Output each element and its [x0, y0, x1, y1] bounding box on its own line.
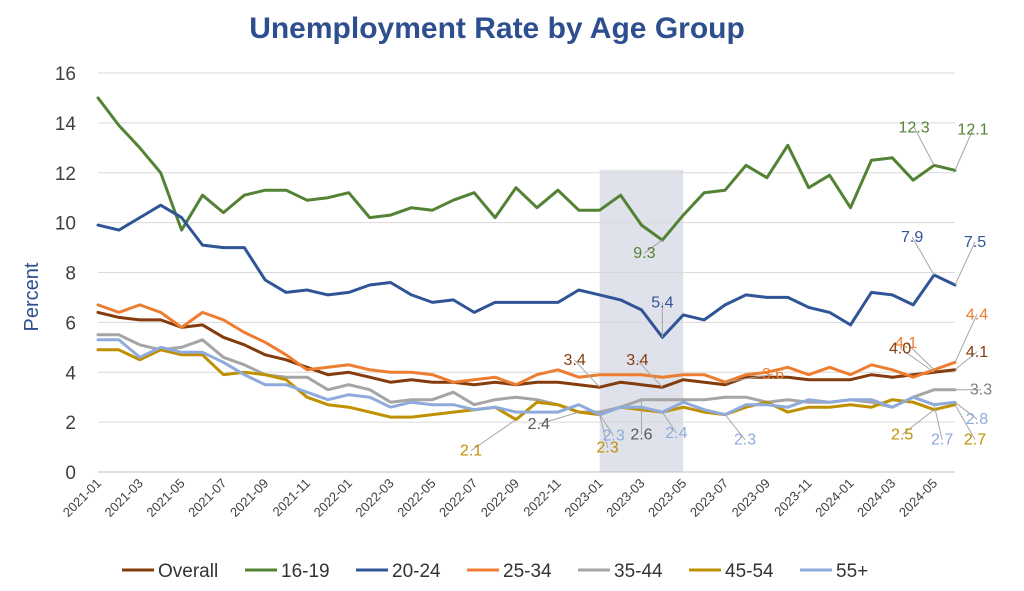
series-line-35-44 — [96, 333, 957, 414]
series-line-55- — [96, 338, 957, 417]
y-tick-label: 4 — [65, 363, 76, 384]
data-label: 7.9 — [901, 229, 923, 246]
y-tick-label: 10 — [55, 214, 76, 235]
data-label: 5.4 — [651, 294, 673, 311]
leader-line — [954, 129, 974, 171]
x-tick-label: 2023-11 — [771, 476, 815, 520]
leader-line — [933, 404, 943, 440]
x-tick-label: 2023-01 — [561, 476, 605, 520]
leader-line — [954, 314, 978, 363]
leader-line — [905, 342, 935, 371]
data-label: 2.4 — [528, 416, 550, 433]
x-tick-label: 2022-03 — [352, 476, 396, 520]
data-label: 12.3 — [899, 119, 930, 136]
y-tick-label: 0 — [65, 463, 76, 484]
leader-line — [538, 411, 579, 425]
y-tick-label: 2 — [65, 413, 76, 434]
leader-line — [599, 414, 615, 436]
x-tick-label: 2022-11 — [520, 476, 564, 520]
data-label: 3.3 — [970, 382, 992, 399]
x-tick-label: 2021-05 — [143, 476, 187, 520]
x-tick-label: 2022-09 — [478, 476, 522, 520]
leader-line — [954, 241, 976, 286]
data-label: 2.7 — [931, 432, 953, 449]
x-tick-label: 2024-01 — [812, 476, 856, 520]
chart-title: Unemployment Rate by Age Group — [249, 12, 745, 45]
y-tick-labels: 0 2 4 6 8 10 12 14 16 — [55, 64, 77, 484]
legend-label: 20-24 — [392, 561, 441, 582]
leader-line — [644, 239, 663, 254]
data-label: 2.3 — [603, 428, 625, 445]
x-tick-label: 2022-01 — [311, 476, 355, 520]
leader-line — [954, 401, 978, 420]
leader-line — [661, 411, 677, 434]
series-line-20-24 — [96, 203, 957, 339]
legend: Overall 16-19 20-24 25-34 35-44 45-54 55+ — [122, 561, 868, 582]
x-tick-label: 2023-07 — [687, 476, 731, 520]
leader-line — [911, 236, 935, 276]
legend-label: 25-34 — [503, 561, 552, 582]
data-label: 4.0 — [889, 340, 911, 357]
x-tick-label: 2024-03 — [854, 476, 898, 520]
y-tick-label: 12 — [55, 164, 76, 185]
leader-line — [636, 359, 663, 388]
legend-label: 45-54 — [725, 561, 774, 582]
data-label: 2.7 — [964, 432, 986, 449]
x-tick-label: 2021-09 — [227, 476, 271, 520]
leader-line — [599, 414, 609, 448]
y-tick-label: 6 — [65, 313, 76, 334]
x-tick-label: 2023-03 — [603, 476, 647, 520]
data-label: 3.4 — [564, 352, 586, 369]
x-tick-labels: 2021-012021-032021-052021-072021-092021-… — [60, 476, 940, 520]
data-labels: 12.3 12.19.37.9 7.55.44.44.13.64.0 4.13.4 3.… — [460, 119, 992, 459]
legend-label: 35-44 — [614, 561, 663, 582]
x-tick-label: 2022-07 — [436, 476, 480, 520]
leader-line — [899, 347, 935, 373]
x-tick-label: 2021-07 — [185, 476, 229, 520]
leader-line — [954, 351, 978, 371]
series-line-25-34 — [96, 303, 957, 387]
x-tick-label: 2023-05 — [645, 476, 689, 520]
leader-line — [954, 404, 976, 440]
legend-label: 16-19 — [281, 561, 330, 582]
series-line-overall — [96, 310, 957, 389]
y-tick-label: 8 — [65, 264, 76, 285]
data-label: 4.1 — [895, 335, 917, 352]
leader-line — [574, 359, 601, 388]
data-label: 2.6 — [630, 427, 652, 444]
data-label: 12.1 — [957, 121, 988, 138]
data-label: 4.1 — [966, 344, 988, 361]
x-tick-label: 2023-09 — [729, 476, 773, 520]
legend-label: Overall — [158, 561, 218, 582]
y-axis-label: Percent — [21, 262, 43, 331]
data-label: 3.4 — [626, 352, 648, 369]
data-label: 2.1 — [460, 443, 482, 460]
data-label: 4.4 — [966, 306, 988, 323]
data-label: 2.3 — [734, 432, 756, 449]
leader-line — [724, 414, 746, 440]
x-tick-label: 2021-03 — [102, 476, 146, 520]
leader-line — [901, 409, 935, 436]
leader-line — [724, 373, 774, 383]
y-tick-label: 14 — [55, 114, 77, 135]
data-label: 9.3 — [633, 245, 655, 262]
data-label: 2.4 — [665, 425, 687, 442]
y-tick-label: 16 — [55, 64, 76, 85]
data-label: 2.5 — [891, 427, 913, 444]
x-tick-label: 2022-05 — [394, 476, 438, 520]
data-label: 3.6 — [762, 366, 784, 383]
x-tick-label: 2021-11 — [269, 476, 313, 520]
data-label: 7.5 — [964, 234, 986, 251]
leader-line — [913, 127, 935, 166]
leader-line — [470, 419, 517, 452]
series-lines — [96, 96, 957, 422]
data-label: 2.8 — [966, 411, 988, 428]
legend-label: 55+ — [836, 561, 868, 582]
data-label: 2.3 — [597, 440, 619, 457]
x-tick-label: 2024-05 — [896, 476, 940, 520]
series-line-16-19 — [96, 96, 957, 242]
